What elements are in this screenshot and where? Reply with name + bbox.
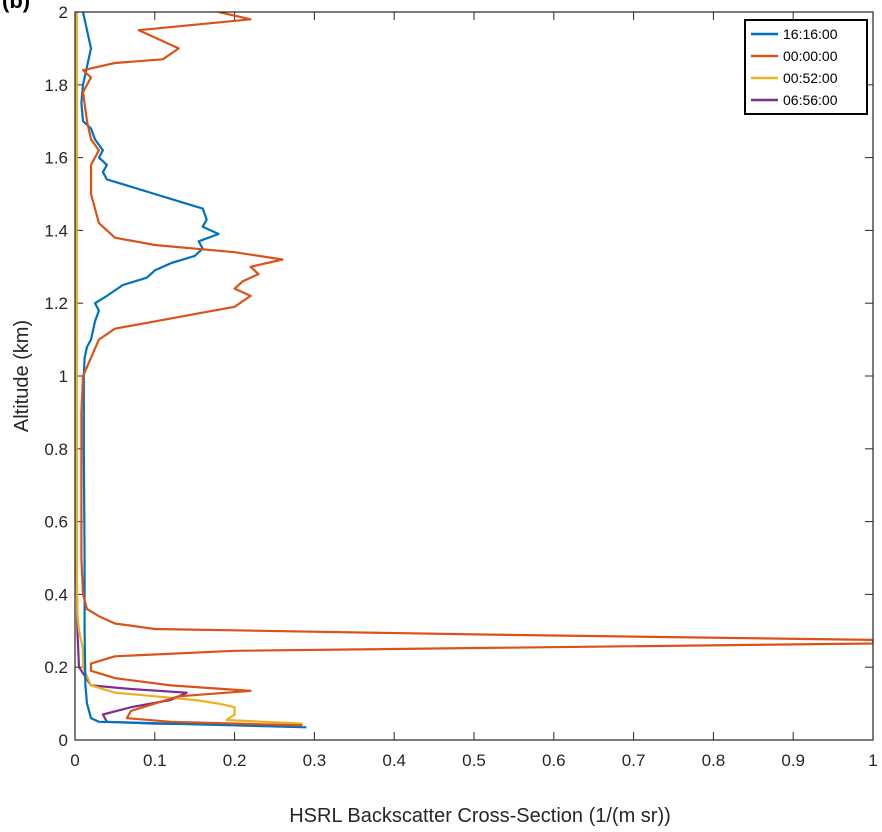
x-tick-label: 0.2 [223,751,247,770]
x-tick-label: 0.8 [702,751,726,770]
x-tick-label: 0.4 [382,751,406,770]
series-layer [75,12,873,729]
y-tick-label: 0.8 [44,440,68,459]
series-line-1 [80,12,873,727]
axis-ticks: 0 0.1 0.2 0.3 0.4 0.5 0.6 0.7 0.8 0.9 1 0 0.2 0.4 0.6 0… [44,3,877,770]
x-tick-label: 0.6 [542,751,566,770]
x-tick-label: 0 [70,751,79,770]
x-axis-label: HSRL Backscatter Cross-Section (1/(m sr)… [289,805,671,827]
y-tick-label: 0 [59,731,68,750]
y-tick-label: 2 [59,3,68,22]
legend-entry: 16:16:00 [783,26,838,42]
series-line-2 [75,12,303,725]
y-tick-label: 1 [59,367,68,386]
plot-frame [74,11,874,741]
x-tick-label: 0.7 [622,751,646,770]
legend: 16:16:00 00:00:00 00:52:00 06:56:00 [744,19,868,115]
series-line-3 [75,12,303,727]
legend-entry: 00:00:00 [783,48,838,64]
y-tick-label: 1.2 [44,294,68,313]
series-line-0 [80,12,307,729]
x-tick-label: 0.3 [303,751,327,770]
legend-entry: 06:56:00 [783,92,838,108]
legend-entry: 00:52:00 [783,70,838,86]
y-tick-label: 0.6 [44,513,68,532]
legend-box [744,19,868,115]
y-tick-label: 1.6 [44,149,68,168]
panel-label: (b) [2,0,30,13]
y-tick-label: 1.4 [44,221,68,240]
x-tick-label: 1 [868,751,877,770]
y-axis-label: Altitude (km) [11,320,33,432]
y-tick-label: 0.2 [44,658,68,677]
y-tick-label: 0.4 [44,585,68,604]
x-tick-label: 0.9 [781,751,805,770]
x-tick-label: 0.5 [462,751,486,770]
x-tick-label: 0.1 [143,751,167,770]
y-tick-label: 1.8 [44,76,68,95]
